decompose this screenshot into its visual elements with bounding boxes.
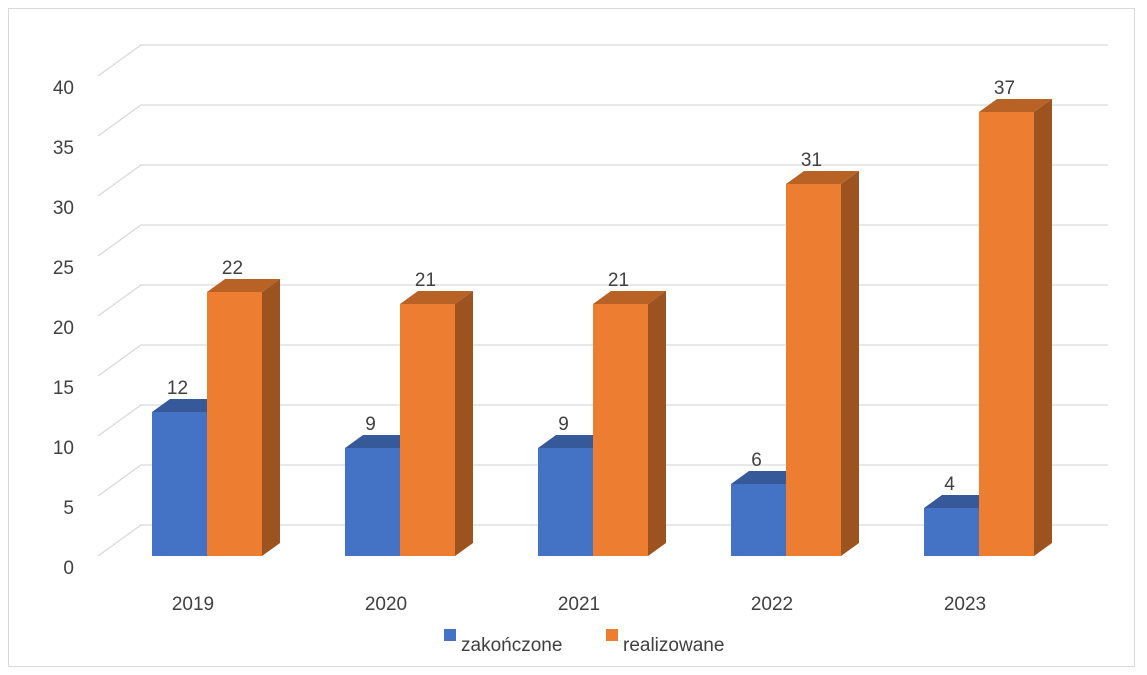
- bar-side: [455, 291, 473, 556]
- x-tick-label: 2023: [944, 594, 986, 615]
- bar-top: [979, 99, 1052, 112]
- x-tick-label: 2021: [558, 594, 600, 615]
- gridline: [97, 104, 1108, 137]
- bar-top: [731, 471, 804, 484]
- data-label: 4: [944, 474, 955, 495]
- gridline: [97, 224, 1108, 257]
- bar: [731, 484, 786, 556]
- bar-top: [152, 399, 225, 412]
- bar-top: [207, 279, 280, 292]
- data-label: 9: [558, 414, 569, 435]
- gridline: [97, 344, 1108, 377]
- bar-side: [1034, 99, 1052, 556]
- bar: [538, 448, 593, 556]
- bar: [400, 304, 455, 556]
- gridline: [97, 404, 1108, 437]
- bar-side: [841, 171, 859, 556]
- bar-side: [648, 291, 666, 556]
- y-tick-label: 30: [53, 198, 74, 219]
- y-tick-label: 10: [53, 438, 74, 459]
- data-label: 37: [994, 78, 1015, 99]
- bar: [345, 448, 400, 556]
- gridline: [97, 164, 1108, 197]
- bar: [786, 184, 841, 556]
- bar-top: [786, 171, 859, 184]
- data-label: 12: [167, 378, 188, 399]
- y-tick-label: 15: [53, 378, 74, 399]
- data-label: 21: [608, 270, 629, 291]
- y-tick-label: 0: [63, 558, 74, 579]
- bar-top: [924, 495, 997, 508]
- data-label: 31: [801, 150, 822, 171]
- data-label: 9: [365, 414, 376, 435]
- bar: [979, 112, 1034, 556]
- data-label: 6: [751, 450, 762, 471]
- y-tick-label: 20: [53, 318, 74, 339]
- x-tick-label: 2020: [365, 594, 407, 615]
- x-tick-label: 2019: [172, 594, 214, 615]
- bar-top: [538, 435, 611, 448]
- y-tick-label: 40: [53, 78, 74, 99]
- legend-label: realizowane: [623, 635, 724, 656]
- bar: [152, 412, 207, 556]
- bar: [207, 292, 262, 556]
- data-label: 22: [222, 258, 243, 279]
- gridline: [97, 464, 1108, 497]
- data-label: 21: [415, 270, 436, 291]
- gridline: [97, 284, 1108, 317]
- legend-label: zakończone: [461, 635, 562, 656]
- chart-area: [8, 8, 1135, 667]
- bar-top: [400, 291, 473, 304]
- y-tick-label: 25: [53, 258, 74, 279]
- x-tick-label: 2022: [751, 594, 793, 615]
- legend-swatch: [444, 629, 456, 641]
- y-tick-label: 5: [63, 498, 74, 519]
- y-tick-label: 35: [53, 138, 74, 159]
- bar-top: [593, 291, 666, 304]
- bar: [593, 304, 648, 556]
- bar-side: [262, 279, 280, 556]
- gridline: [97, 44, 1108, 77]
- legend-swatch: [606, 629, 618, 641]
- bar-top: [345, 435, 418, 448]
- bar: [924, 508, 979, 556]
